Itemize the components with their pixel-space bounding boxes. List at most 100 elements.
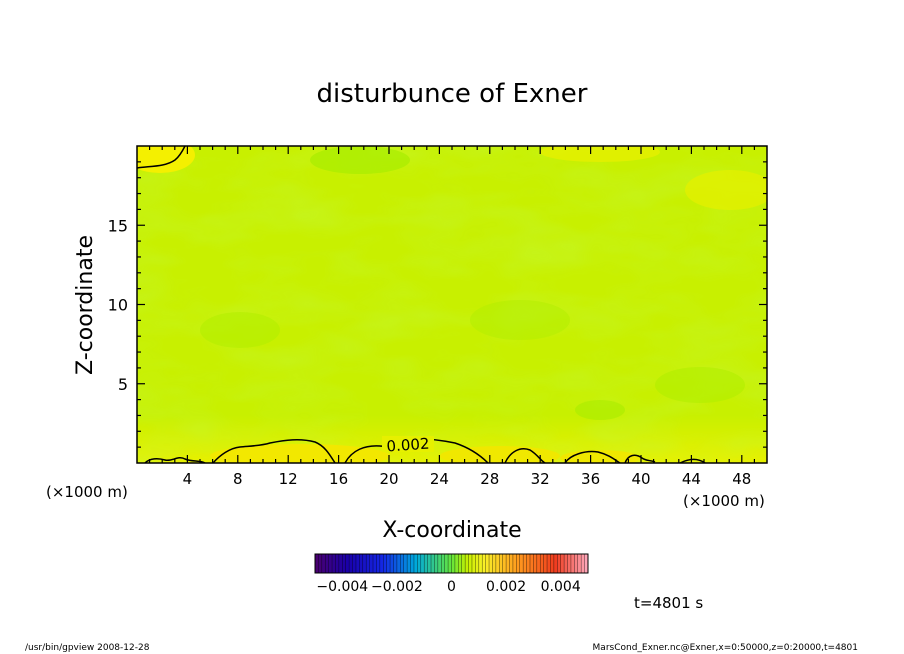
colorbar-swatch [431, 554, 435, 573]
footer-right: MarsCond_Exner.nc@Exner,x=0:50000,z=0:20… [593, 643, 858, 653]
x-tick-label: 44 [682, 470, 701, 488]
colorbar-swatch [451, 554, 456, 573]
y-tick-label: 5 [118, 375, 128, 394]
footer-left: /usr/bin/gpview 2008-12-28 [25, 643, 150, 653]
colorbar-labels: −0.004 −0.002 0 0.002 0.004 [316, 579, 580, 595]
colorbar-swatch [478, 554, 483, 573]
colorbar-swatch [509, 554, 514, 573]
colorbar-tick-label: 0.004 [541, 579, 581, 595]
colorbar-swatch [495, 554, 500, 573]
colorbar-swatch [393, 554, 398, 573]
colorbar-swatch [557, 554, 561, 573]
colorbar-swatch [499, 554, 503, 573]
colorbar-swatch [315, 554, 319, 573]
x-tick-label: 36 [581, 470, 600, 488]
x-tick-label: 12 [279, 470, 298, 488]
x-tick-label: 24 [430, 470, 449, 488]
colorbar-swatch [410, 554, 415, 573]
y-axis-label: Z-coordinate [73, 235, 98, 375]
colorbar-swatch [550, 554, 555, 573]
colorbar-swatch [461, 554, 466, 573]
colorbar-swatch [335, 554, 340, 573]
x-axis-ticks: 4 8 12 16 20 24 28 32 36 40 44 48 [149, 146, 756, 488]
colorbar-swatch [581, 554, 585, 573]
colorbar-swatch [489, 554, 493, 573]
colorbar-swatch [437, 554, 442, 573]
x-tick-label: 16 [329, 470, 348, 488]
time-label: t=4801 s [634, 594, 703, 612]
colorbar-swatch [434, 554, 439, 573]
colorbar-swatch [492, 554, 497, 573]
x-axis-label: X-coordinate [382, 518, 521, 543]
colorbar-swatch [574, 554, 579, 573]
colorbar-swatch [536, 554, 541, 573]
colorbar-swatch [318, 554, 323, 573]
colorbar-swatch [328, 554, 333, 573]
colorbar-swatch [482, 554, 486, 573]
colorbar-swatch [379, 554, 384, 573]
colorbar-swatch [407, 554, 411, 573]
x-tick-label: 8 [233, 470, 243, 488]
colorbar-swatch [526, 554, 531, 573]
x-tick-label: 48 [732, 470, 751, 488]
y-tick-label: 15 [108, 216, 128, 235]
x-tick-label: 28 [480, 470, 499, 488]
colorbar-swatch [369, 554, 374, 573]
colorbar-swatch [519, 554, 524, 573]
colorbar-tick-label: −0.004 [316, 579, 368, 595]
x-tick-label: 20 [379, 470, 398, 488]
colorbar-swatch [458, 554, 463, 573]
x-tick-label: 4 [183, 470, 193, 488]
colorbar-swatch [325, 554, 329, 573]
colorbar-swatch [342, 554, 347, 573]
colorbar-swatch [485, 554, 490, 573]
x-tick-label: 32 [531, 470, 550, 488]
colorbar-swatch [543, 554, 548, 573]
colorbar-swatch [540, 554, 544, 573]
colorbar-swatch [427, 554, 432, 573]
colorbar-swatch [529, 554, 534, 573]
colorbar-swatch [475, 554, 480, 573]
colorbar-swatch [321, 554, 326, 573]
colorbar-swatch [465, 554, 469, 573]
colorbar-swatch [523, 554, 527, 573]
colorbar-swatch [553, 554, 558, 573]
colorbar-swatch [338, 554, 343, 573]
colorbar-swatch [417, 554, 422, 573]
colorbar-swatch [577, 554, 582, 573]
colorbar-swatch [420, 554, 425, 573]
colorbar-swatch [567, 554, 572, 573]
colorbar-tick-label: 0 [447, 579, 456, 595]
contour-label: 0.002 [386, 435, 430, 456]
colorbar-swatch [349, 554, 353, 573]
colorbar-swatch [564, 554, 568, 573]
colorbar-swatch [373, 554, 377, 573]
x-unit-right: (×1000 m) [683, 492, 765, 510]
x-tick-label: 40 [631, 470, 650, 488]
colorbar [314, 553, 589, 574]
colorbar-swatch [352, 554, 357, 573]
colorbar-swatch [396, 554, 401, 573]
colorbar-swatch [454, 554, 459, 573]
colorbar-swatch [570, 554, 575, 573]
colorbar-swatch [471, 554, 476, 573]
colorbar-swatch [332, 554, 336, 573]
colorbar-swatch [383, 554, 387, 573]
x-unit-left: (×1000 m) [46, 483, 128, 501]
colorbar-swatch [400, 554, 405, 573]
colorbar-swatch [413, 554, 418, 573]
colorbar-swatch [584, 554, 589, 573]
colorbar-swatch [448, 554, 452, 573]
colorbar-swatch [506, 554, 510, 573]
colorbar-swatch [533, 554, 538, 573]
colorbar-swatch [560, 554, 565, 573]
y-tick-label: 10 [108, 296, 128, 315]
colorbar-swatch [366, 554, 370, 573]
colorbar-swatch [468, 554, 473, 573]
colorbar-swatch [512, 554, 517, 573]
colorbar-frame [314, 553, 589, 574]
y-axis-ticks: 5 10 15 [108, 161, 767, 448]
colorbar-swatch [355, 554, 360, 573]
colorbar-swatch [390, 554, 394, 573]
colorbar-tick-label: 0.002 [486, 579, 526, 595]
